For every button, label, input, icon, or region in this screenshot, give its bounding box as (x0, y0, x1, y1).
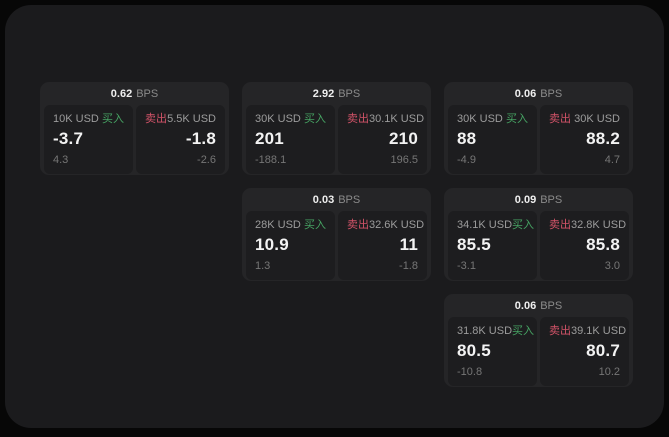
buy-label: 买入 (512, 219, 535, 231)
sell-panel[interactable]: 卖出 5.5K USD -1.8 -2.6 (136, 105, 225, 174)
quote-card: 0.09 BPS 34.1K USD 买入 85.5 -3.1 卖出 32.8K… (444, 188, 633, 281)
sell-delta: -1.8 (399, 260, 418, 272)
quote-card: 2.92 BPS 30K USD 买入 201 -188.1 卖出 30.1K … (242, 82, 431, 175)
buy-price: 201 (255, 129, 284, 148)
buy-panel[interactable]: 30K USD 买入 201 -188.1 (246, 105, 335, 174)
quote-panels: 28K USD 买入 10.9 1.3 卖出 32.6K USD 11 -1.8 (242, 211, 431, 281)
buy-label: 买入 (506, 113, 528, 125)
sell-label: 卖出 (549, 219, 571, 231)
spread-header: 0.62 BPS (40, 82, 229, 105)
buy-amount: 28K USD (255, 219, 301, 231)
quote-panels: 30K USD 买入 88 -4.9 卖出 30K USD 88.2 4.7 (444, 105, 633, 175)
quote-panels: 34.1K USD 买入 85.5 -3.1 卖出 32.8K USD 85.8… (444, 211, 633, 281)
sell-label: 卖出 (549, 325, 571, 337)
quote-card: 0.62 BPS 10K USD 买入 -3.7 4.3 卖出 5.5K USD (40, 82, 229, 175)
spread-value: 0.62 (110, 87, 133, 100)
sell-label: 卖出 (347, 113, 369, 125)
sell-delta: -2.6 (197, 154, 216, 166)
spread-value: 2.92 (312, 87, 335, 100)
quote-panels: 31.8K USD 买入 80.5 -10.8 卖出 39.1K USD 80.… (444, 317, 633, 387)
sell-price: 88.2 (586, 129, 620, 148)
sell-delta: 196.5 (390, 154, 418, 166)
spread-unit: BPS (540, 299, 563, 312)
buy-panel[interactable]: 34.1K USD 买入 85.5 -3.1 (448, 211, 537, 280)
sell-panel[interactable]: 卖出 30.1K USD 210 196.5 (338, 105, 427, 174)
buy-delta: -3.1 (457, 260, 476, 272)
spread-value: 0.06 (514, 87, 537, 100)
sell-amount: 32.6K USD (369, 219, 425, 231)
buy-price: 88 (457, 129, 477, 148)
sell-panel[interactable]: 卖出 32.8K USD 85.8 3.0 (540, 211, 629, 280)
spread-header: 2.92 BPS (242, 82, 431, 105)
sell-panel[interactable]: 卖出 30K USD 88.2 4.7 (540, 105, 629, 174)
sell-price: 11 (399, 235, 418, 254)
quote-card: 0.03 BPS 28K USD 买入 10.9 1.3 卖出 32.6K US… (242, 188, 431, 281)
buy-price: 10.9 (255, 235, 289, 254)
sell-amount: 30.1K USD (369, 113, 425, 125)
quote-card: 0.06 BPS 31.8K USD 买入 80.5 -10.8 卖出 39.1… (444, 294, 633, 387)
buy-label: 买入 (304, 219, 326, 231)
sell-amount: 5.5K USD (167, 113, 216, 125)
quote-card: 0.06 BPS 30K USD 买入 88 -4.9 卖出 30K USD (444, 82, 633, 175)
buy-amount: 34.1K USD (457, 219, 513, 231)
sell-delta: 4.7 (604, 154, 620, 166)
sell-price: 85.8 (586, 235, 620, 254)
buy-amount: 30K USD (255, 113, 301, 125)
spread-header: 0.06 BPS (444, 294, 633, 317)
sell-label: 卖出 (347, 219, 369, 231)
buy-panel[interactable]: 28K USD 买入 10.9 1.3 (246, 211, 335, 280)
quote-panels: 10K USD 买入 -3.7 4.3 卖出 5.5K USD -1.8 -2.… (40, 105, 229, 175)
buy-label: 买入 (102, 113, 124, 125)
spread-value: 0.09 (514, 193, 537, 206)
sell-panel[interactable]: 卖出 39.1K USD 80.7 10.2 (540, 317, 629, 386)
sell-amount: 30K USD (574, 113, 620, 125)
sell-delta: 10.2 (598, 366, 620, 378)
buy-panel[interactable]: 10K USD 买入 -3.7 4.3 (44, 105, 133, 174)
buy-delta: -4.9 (457, 154, 476, 166)
buy-price: 85.5 (457, 235, 491, 254)
quote-panels: 30K USD 买入 201 -188.1 卖出 30.1K USD 210 1… (242, 105, 431, 175)
buy-amount: 31.8K USD (457, 325, 513, 337)
spread-value: 0.06 (514, 299, 537, 312)
sell-price: 80.7 (586, 341, 620, 360)
buy-panel[interactable]: 31.8K USD 买入 80.5 -10.8 (448, 317, 537, 386)
spread-unit: BPS (136, 87, 159, 100)
buy-label: 买入 (304, 113, 326, 125)
spread-unit: BPS (540, 193, 563, 206)
buy-delta: -188.1 (255, 154, 287, 166)
spread-header: 0.06 BPS (444, 82, 633, 105)
buy-delta: 1.3 (255, 260, 271, 272)
buy-delta: -10.8 (457, 366, 483, 378)
buy-label: 买入 (512, 325, 535, 337)
sell-price: 210 (389, 129, 418, 148)
quote-card-grid: 0.62 BPS 10K USD 买入 -3.7 4.3 卖出 5.5K USD (40, 82, 633, 387)
buy-price: -3.7 (53, 129, 84, 148)
sell-price: -1.8 (185, 129, 216, 148)
sell-panel[interactable]: 卖出 32.6K USD 11 -1.8 (338, 211, 427, 280)
spread-unit: BPS (338, 87, 361, 100)
sell-delta: 3.0 (604, 260, 620, 272)
sell-amount: 32.8K USD (571, 219, 627, 231)
sell-label: 卖出 (549, 113, 571, 125)
buy-amount: 10K USD (53, 113, 99, 125)
spread-unit: BPS (338, 193, 361, 206)
app-window: 0.62 BPS 10K USD 买入 -3.7 4.3 卖出 5.5K USD (5, 5, 664, 428)
spread-unit: BPS (540, 87, 563, 100)
sell-label: 卖出 (145, 113, 167, 125)
sell-amount: 39.1K USD (571, 325, 627, 337)
buy-delta: 4.3 (53, 154, 69, 166)
spread-header: 0.09 BPS (444, 188, 633, 211)
spread-value: 0.03 (312, 193, 335, 206)
buy-amount: 30K USD (457, 113, 503, 125)
buy-price: 80.5 (457, 341, 491, 360)
buy-panel[interactable]: 30K USD 买入 88 -4.9 (448, 105, 537, 174)
spread-header: 0.03 BPS (242, 188, 431, 211)
